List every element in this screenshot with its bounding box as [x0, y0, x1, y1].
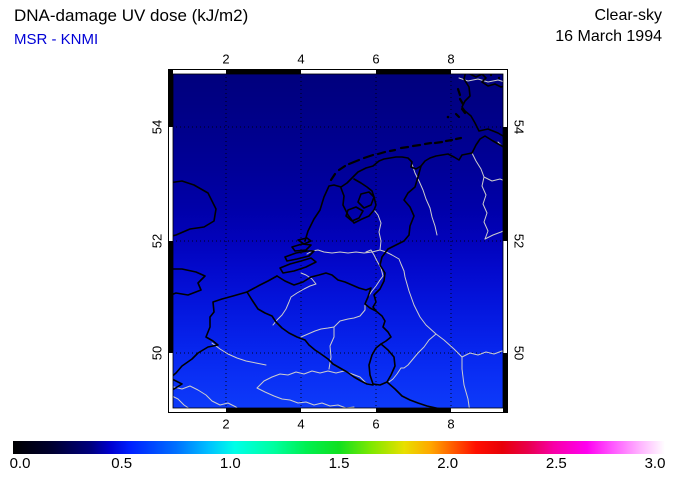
- colorbar-tick: 2.5: [545, 455, 567, 472]
- colorbar-tick: 1.0: [219, 455, 241, 472]
- bottom-tick: 6: [372, 416, 380, 432]
- colorbar-tick: 1.5: [328, 455, 350, 472]
- figure-annotations: Clear-sky 16 March 1994: [555, 5, 662, 47]
- left-tick: 52: [149, 233, 165, 249]
- wadden-islands: [329, 73, 501, 182]
- colorbar-tick: 0.0: [9, 455, 31, 472]
- colorbar-gradient: [13, 441, 665, 454]
- map-area: [167, 68, 509, 414]
- bottom-tick: 2: [222, 416, 230, 432]
- right-tick: 52: [511, 233, 527, 249]
- figure-title: DNA-damage UV dose (kJ/m2): [14, 6, 249, 25]
- top-tick: 2: [222, 51, 230, 67]
- bottom-tick: 4: [297, 416, 305, 432]
- bottom-tick: 8: [447, 416, 455, 432]
- colorbar-tick: 2.0: [437, 455, 459, 472]
- graticule: [168, 69, 508, 413]
- colorbar-tick: 3.0: [644, 455, 666, 472]
- map-canvas: [167, 68, 509, 414]
- country-borders: [246, 165, 454, 413]
- top-tick: 4: [297, 51, 305, 67]
- right-tick: 54: [511, 119, 527, 135]
- colorbar-tick: 0.5: [111, 455, 133, 472]
- right-tick: 50: [511, 345, 527, 361]
- left-tick: 50: [149, 345, 165, 361]
- condition-label: Clear-sky: [594, 7, 662, 24]
- date-label: 16 March 1994: [555, 28, 662, 45]
- map-frame: [168, 69, 508, 413]
- top-tick: 8: [447, 51, 455, 67]
- left-tick: 54: [149, 119, 165, 135]
- figure-source: MSR - KNMI: [14, 31, 99, 48]
- top-tick: 6: [372, 51, 380, 67]
